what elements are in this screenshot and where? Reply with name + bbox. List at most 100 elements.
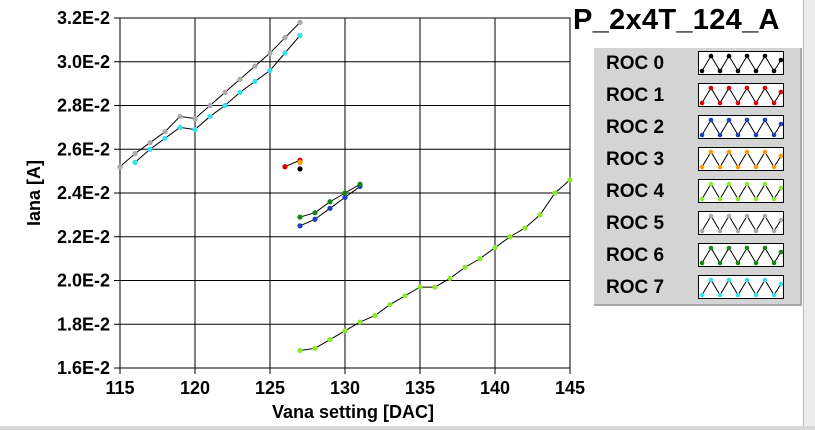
legend-entry-roc-2: ROC 2 xyxy=(594,112,800,144)
legend-swatch xyxy=(698,275,784,299)
data-point xyxy=(312,210,318,216)
y-tick-label: 2.0E-2 xyxy=(57,271,110,291)
x-tick-label: 135 xyxy=(405,378,435,398)
data-point xyxy=(297,347,303,354)
data-point xyxy=(117,164,123,170)
series-line xyxy=(134,35,301,163)
data-point xyxy=(462,264,468,270)
series-roc-7 xyxy=(132,32,303,165)
series-roc-4 xyxy=(297,177,573,354)
data-point xyxy=(342,194,348,200)
y-tick-label: 2.6E-2 xyxy=(57,139,110,159)
data-point xyxy=(477,256,483,262)
y-tick-label: 3.0E-2 xyxy=(57,52,110,72)
y-tick-label: 3.2E-2 xyxy=(57,8,110,28)
data-point xyxy=(507,234,513,240)
window-bottom-edge xyxy=(0,426,815,430)
data-point xyxy=(327,199,333,205)
x-tick-label: 120 xyxy=(180,378,210,398)
data-point xyxy=(177,113,183,120)
data-point xyxy=(567,177,573,183)
data-point xyxy=(132,159,138,165)
data-point xyxy=(492,245,498,251)
data-point xyxy=(297,19,303,25)
x-tick-label: 145 xyxy=(555,378,585,398)
legend-label: ROC 6 xyxy=(606,245,665,266)
legend-label: ROC 3 xyxy=(606,149,665,170)
legend-swatch xyxy=(698,83,784,107)
data-point xyxy=(282,50,288,56)
legend-label: ROC 7 xyxy=(606,277,665,298)
data-point xyxy=(282,164,288,170)
legend-swatch xyxy=(698,147,784,171)
data-point xyxy=(312,345,318,351)
data-point xyxy=(297,32,303,39)
series-layer xyxy=(117,19,573,354)
x-tick-label: 140 xyxy=(480,378,510,398)
series-roc-5 xyxy=(117,19,303,170)
y-axis-title: Iana [A] xyxy=(24,160,44,226)
legend-swatch xyxy=(698,115,784,139)
data-point xyxy=(267,67,273,74)
data-point xyxy=(147,146,153,152)
data-point xyxy=(327,336,333,343)
data-point xyxy=(222,89,228,95)
legend-label: ROC 0 xyxy=(606,53,665,74)
y-tick-label: 2.2E-2 xyxy=(57,227,110,247)
legend: ROC 0 ROC 1 ROC 2 ROC 3 ROC 4 ROC 5 ROC 6 ROC 7 xyxy=(594,48,802,306)
y-tick-label: 1.6E-2 xyxy=(57,358,110,378)
x-axis-title: Vana setting [DAC] xyxy=(272,402,434,422)
series-roc-0 xyxy=(297,166,303,172)
data-point xyxy=(327,205,333,211)
data-point xyxy=(447,275,453,281)
data-point xyxy=(177,124,183,130)
data-point xyxy=(207,102,213,109)
series-roc-3 xyxy=(297,159,303,165)
data-point xyxy=(297,223,303,229)
data-point xyxy=(342,190,348,196)
legend-swatch xyxy=(698,243,784,267)
y-tick-label: 2.8E-2 xyxy=(57,96,110,116)
data-point xyxy=(252,78,258,85)
plot-title: P_2x4T_124_A xyxy=(573,4,780,36)
data-point xyxy=(282,35,288,41)
data-point xyxy=(192,116,198,122)
legend-entry-roc-6: ROC 6 xyxy=(594,240,800,272)
x-tick-label: 115 xyxy=(105,378,134,398)
legend-label: ROC 1 xyxy=(606,85,665,106)
data-point xyxy=(372,312,378,319)
data-point xyxy=(162,135,168,141)
legend-entry-roc-7: ROC 7 xyxy=(594,272,800,304)
data-point xyxy=(237,76,243,82)
data-point xyxy=(357,181,363,187)
data-point xyxy=(297,214,303,220)
data-point xyxy=(192,126,198,133)
data-point xyxy=(147,140,153,146)
legend-label: ROC 2 xyxy=(606,117,665,138)
legend-entry-roc-3: ROC 3 xyxy=(594,144,800,176)
data-point xyxy=(222,102,228,109)
data-point xyxy=(417,284,423,290)
data-point xyxy=(297,166,303,172)
legend-label: ROC 4 xyxy=(606,181,665,202)
data-point xyxy=(387,301,393,308)
data-point xyxy=(267,50,273,56)
series-roc-6 xyxy=(297,181,363,220)
data-point xyxy=(297,159,303,165)
data-point xyxy=(402,293,408,299)
legend-label: ROC 5 xyxy=(606,213,665,234)
data-point xyxy=(342,328,348,334)
data-point xyxy=(522,225,528,231)
legend-entry-roc-4: ROC 4 xyxy=(594,176,800,208)
x-tick-label: 125 xyxy=(255,378,285,398)
data-point xyxy=(237,89,243,95)
data-point xyxy=(312,216,318,222)
legend-swatch xyxy=(698,211,784,235)
y-tick-label: 2.4E-2 xyxy=(57,183,110,203)
legend-entry-roc-0: ROC 0 xyxy=(594,48,800,80)
y-tick-label: 1.8E-2 xyxy=(57,314,110,334)
data-point xyxy=(432,284,438,290)
data-point xyxy=(552,190,558,196)
data-point xyxy=(357,319,363,325)
